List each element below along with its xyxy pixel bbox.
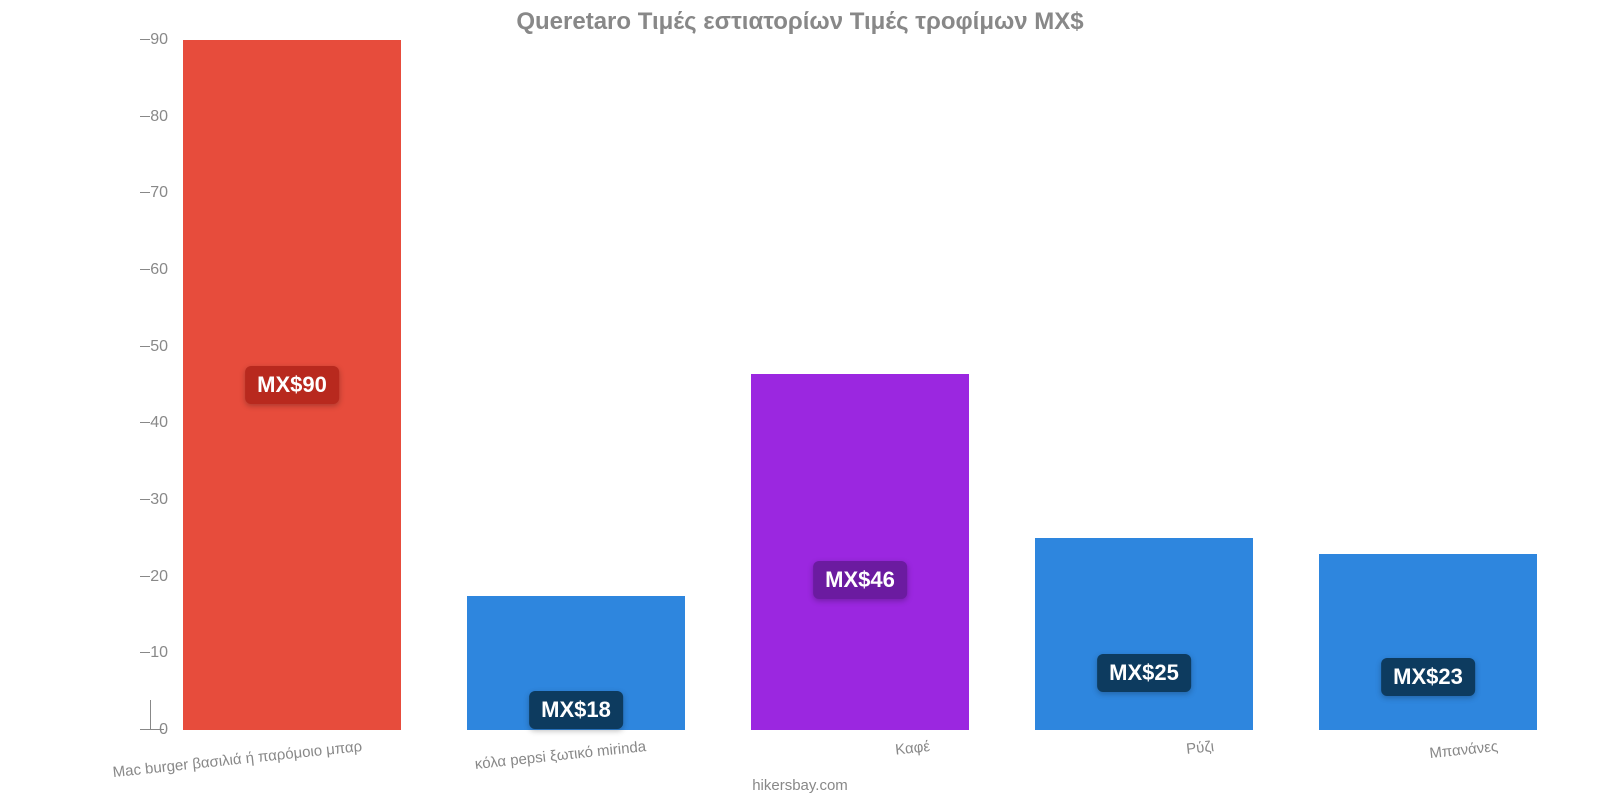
bar-value-label: MX$18 xyxy=(529,691,623,729)
x-tick-label: Ρύζι xyxy=(1185,738,1215,758)
y-tick-label: 10 xyxy=(118,644,168,662)
y-tick-label: 70 xyxy=(118,184,168,202)
y-tick-label: 50 xyxy=(118,338,168,356)
y-tick-label: 40 xyxy=(118,414,168,432)
chart-plot-area xyxy=(150,40,1570,730)
x-tick-label: Καφέ xyxy=(894,738,931,759)
y-tick-label: 60 xyxy=(118,261,168,279)
x-tick-label: Μπανάνες xyxy=(1429,738,1499,762)
chart-container: Queretaro Τιμές εστιατορίων Τιμές τροφίμ… xyxy=(0,0,1600,800)
bars-group xyxy=(150,40,1570,730)
chart-title: Queretaro Τιμές εστιατορίων Τιμές τροφίμ… xyxy=(0,8,1600,36)
bar xyxy=(751,374,970,731)
bar-value-label: MX$46 xyxy=(813,561,907,599)
y-tick-label: 80 xyxy=(118,108,168,126)
y-tick-label: 30 xyxy=(118,491,168,509)
x-tick-label: κόλα pepsi ξωτικό mirinda xyxy=(474,738,647,773)
y-tick-label: 0 xyxy=(118,721,168,739)
bar xyxy=(1035,538,1254,730)
bar-value-label: MX$23 xyxy=(1381,658,1475,696)
attribution-text: hikersbay.com xyxy=(0,777,1600,794)
bar-value-label: MX$25 xyxy=(1097,654,1191,692)
y-tick-label: 90 xyxy=(118,31,168,49)
x-tick-label: Mac burger βασιλιά ή παρόμοιο μπαρ xyxy=(112,738,363,781)
bar-value-label: MX$90 xyxy=(245,366,339,404)
bar xyxy=(1319,554,1538,730)
y-tick-label: 20 xyxy=(118,568,168,586)
